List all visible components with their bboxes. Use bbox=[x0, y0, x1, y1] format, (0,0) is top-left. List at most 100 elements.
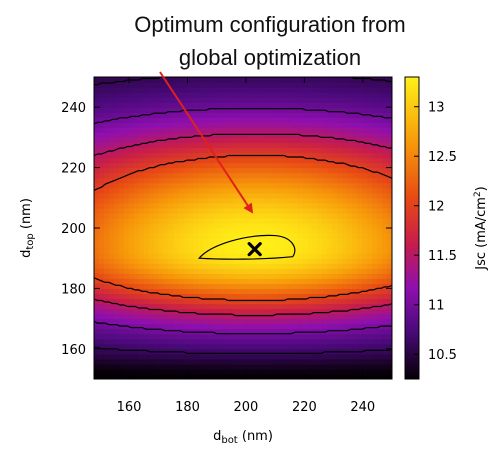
heatmap-cell bbox=[352, 328, 358, 335]
heatmap-cell bbox=[357, 217, 363, 224]
heatmap-cell bbox=[143, 313, 150, 320]
heatmap-cell bbox=[228, 328, 234, 335]
heatmap-cell bbox=[218, 258, 224, 264]
heatmap-cell bbox=[257, 373, 264, 379]
heatmap-cell bbox=[148, 132, 155, 138]
heatmap-cell bbox=[198, 303, 204, 310]
heatmap-cell bbox=[282, 313, 289, 320]
heatmap-cell bbox=[173, 243, 180, 249]
heatmap-cell bbox=[183, 162, 189, 169]
heatmap-cell bbox=[352, 253, 358, 259]
heatmap-cell bbox=[357, 137, 363, 144]
heatmap-cell bbox=[218, 333, 224, 340]
heatmap-cell bbox=[163, 147, 170, 154]
heatmap-cell bbox=[118, 228, 125, 234]
heatmap-cell bbox=[178, 373, 184, 379]
heatmap-cell bbox=[357, 263, 363, 269]
heatmap-cell bbox=[362, 278, 368, 284]
heatmap-cell bbox=[113, 293, 120, 300]
heatmap-cell bbox=[178, 308, 184, 315]
heatmap-cell bbox=[252, 343, 259, 350]
heatmap-cell bbox=[322, 137, 329, 144]
heatmap-cell bbox=[238, 258, 244, 264]
heatmap-cell bbox=[118, 92, 125, 98]
heatmap-cell bbox=[257, 263, 264, 269]
heatmap-cell bbox=[108, 207, 115, 214]
heatmap-cell bbox=[238, 82, 244, 88]
heatmap-cell bbox=[228, 318, 234, 325]
heatmap-cell bbox=[257, 172, 264, 179]
heatmap-cell bbox=[198, 233, 204, 239]
heatmap-cell bbox=[213, 368, 219, 375]
heatmap-cell bbox=[312, 77, 319, 83]
heatmap-cell bbox=[143, 167, 150, 174]
heatmap-cell bbox=[208, 137, 214, 144]
heatmap-cell bbox=[213, 167, 219, 174]
heatmap-cell bbox=[287, 283, 294, 289]
heatmap-cell bbox=[158, 127, 165, 133]
heatmap-cell bbox=[123, 308, 130, 315]
heatmap-cell bbox=[123, 338, 130, 345]
heatmap-cell bbox=[382, 363, 388, 370]
heatmap-cell bbox=[208, 157, 214, 164]
heatmap-cell bbox=[282, 328, 289, 335]
heatmap-cell bbox=[133, 202, 140, 209]
heatmap-cell bbox=[377, 127, 383, 133]
heatmap-cell bbox=[377, 243, 383, 249]
heatmap-cell bbox=[133, 303, 140, 310]
heatmap-cell bbox=[118, 288, 125, 295]
heatmap-cell bbox=[337, 343, 343, 350]
heatmap-cell bbox=[377, 268, 383, 274]
heatmap-cell bbox=[352, 217, 358, 224]
heatmap-cell bbox=[337, 182, 343, 189]
heatmap-cell bbox=[342, 87, 348, 93]
heatmap-cell bbox=[193, 137, 199, 144]
heatmap-cell bbox=[203, 368, 209, 375]
heatmap-cell bbox=[382, 152, 388, 159]
heatmap-cell bbox=[94, 373, 100, 379]
heatmap-cell bbox=[233, 102, 239, 108]
heatmap-cell bbox=[228, 338, 234, 345]
heatmap-cell bbox=[238, 217, 244, 224]
heatmap-cell bbox=[108, 92, 115, 98]
heatmap-cell bbox=[188, 127, 194, 133]
heatmap-cell bbox=[193, 212, 199, 219]
heatmap-cell bbox=[297, 157, 304, 164]
heatmap-cell bbox=[362, 222, 368, 229]
heatmap-cell bbox=[272, 192, 279, 199]
heatmap-cell bbox=[342, 82, 348, 88]
heatmap-cell bbox=[262, 333, 269, 340]
heatmap-cell bbox=[327, 283, 333, 289]
heatmap-cell bbox=[228, 102, 234, 108]
heatmap-cell bbox=[223, 368, 229, 375]
heatmap-cell bbox=[297, 333, 304, 340]
heatmap-cell bbox=[297, 177, 304, 184]
heatmap-cell bbox=[138, 127, 145, 133]
heatmap-cell bbox=[332, 368, 338, 375]
heatmap-cell bbox=[347, 328, 353, 335]
heatmap-cell bbox=[327, 182, 333, 189]
heatmap-cell bbox=[108, 192, 115, 199]
heatmap-cell bbox=[312, 298, 319, 305]
heatmap-cell bbox=[128, 283, 135, 289]
heatmap-cell bbox=[113, 192, 120, 199]
heatmap-cell bbox=[123, 142, 130, 149]
heatmap-cell bbox=[173, 258, 180, 264]
heatmap-cell bbox=[267, 177, 274, 184]
heatmap-cell bbox=[143, 243, 150, 249]
heatmap-cell bbox=[367, 122, 373, 128]
heatmap-cell bbox=[262, 132, 269, 138]
heatmap-cell bbox=[143, 303, 150, 310]
heatmap-cell bbox=[178, 268, 184, 274]
heatmap-cell bbox=[238, 293, 244, 300]
heatmap-cell bbox=[113, 353, 120, 360]
heatmap-cell bbox=[108, 298, 115, 305]
heatmap-cell bbox=[133, 127, 140, 133]
heatmap-cell bbox=[148, 328, 155, 335]
heatmap-cell bbox=[113, 152, 120, 159]
heatmap-cell bbox=[287, 127, 294, 133]
heatmap-cell bbox=[382, 92, 388, 98]
heatmap-cell bbox=[228, 82, 234, 88]
heatmap-cell bbox=[213, 373, 219, 379]
heatmap-cell bbox=[133, 373, 140, 379]
